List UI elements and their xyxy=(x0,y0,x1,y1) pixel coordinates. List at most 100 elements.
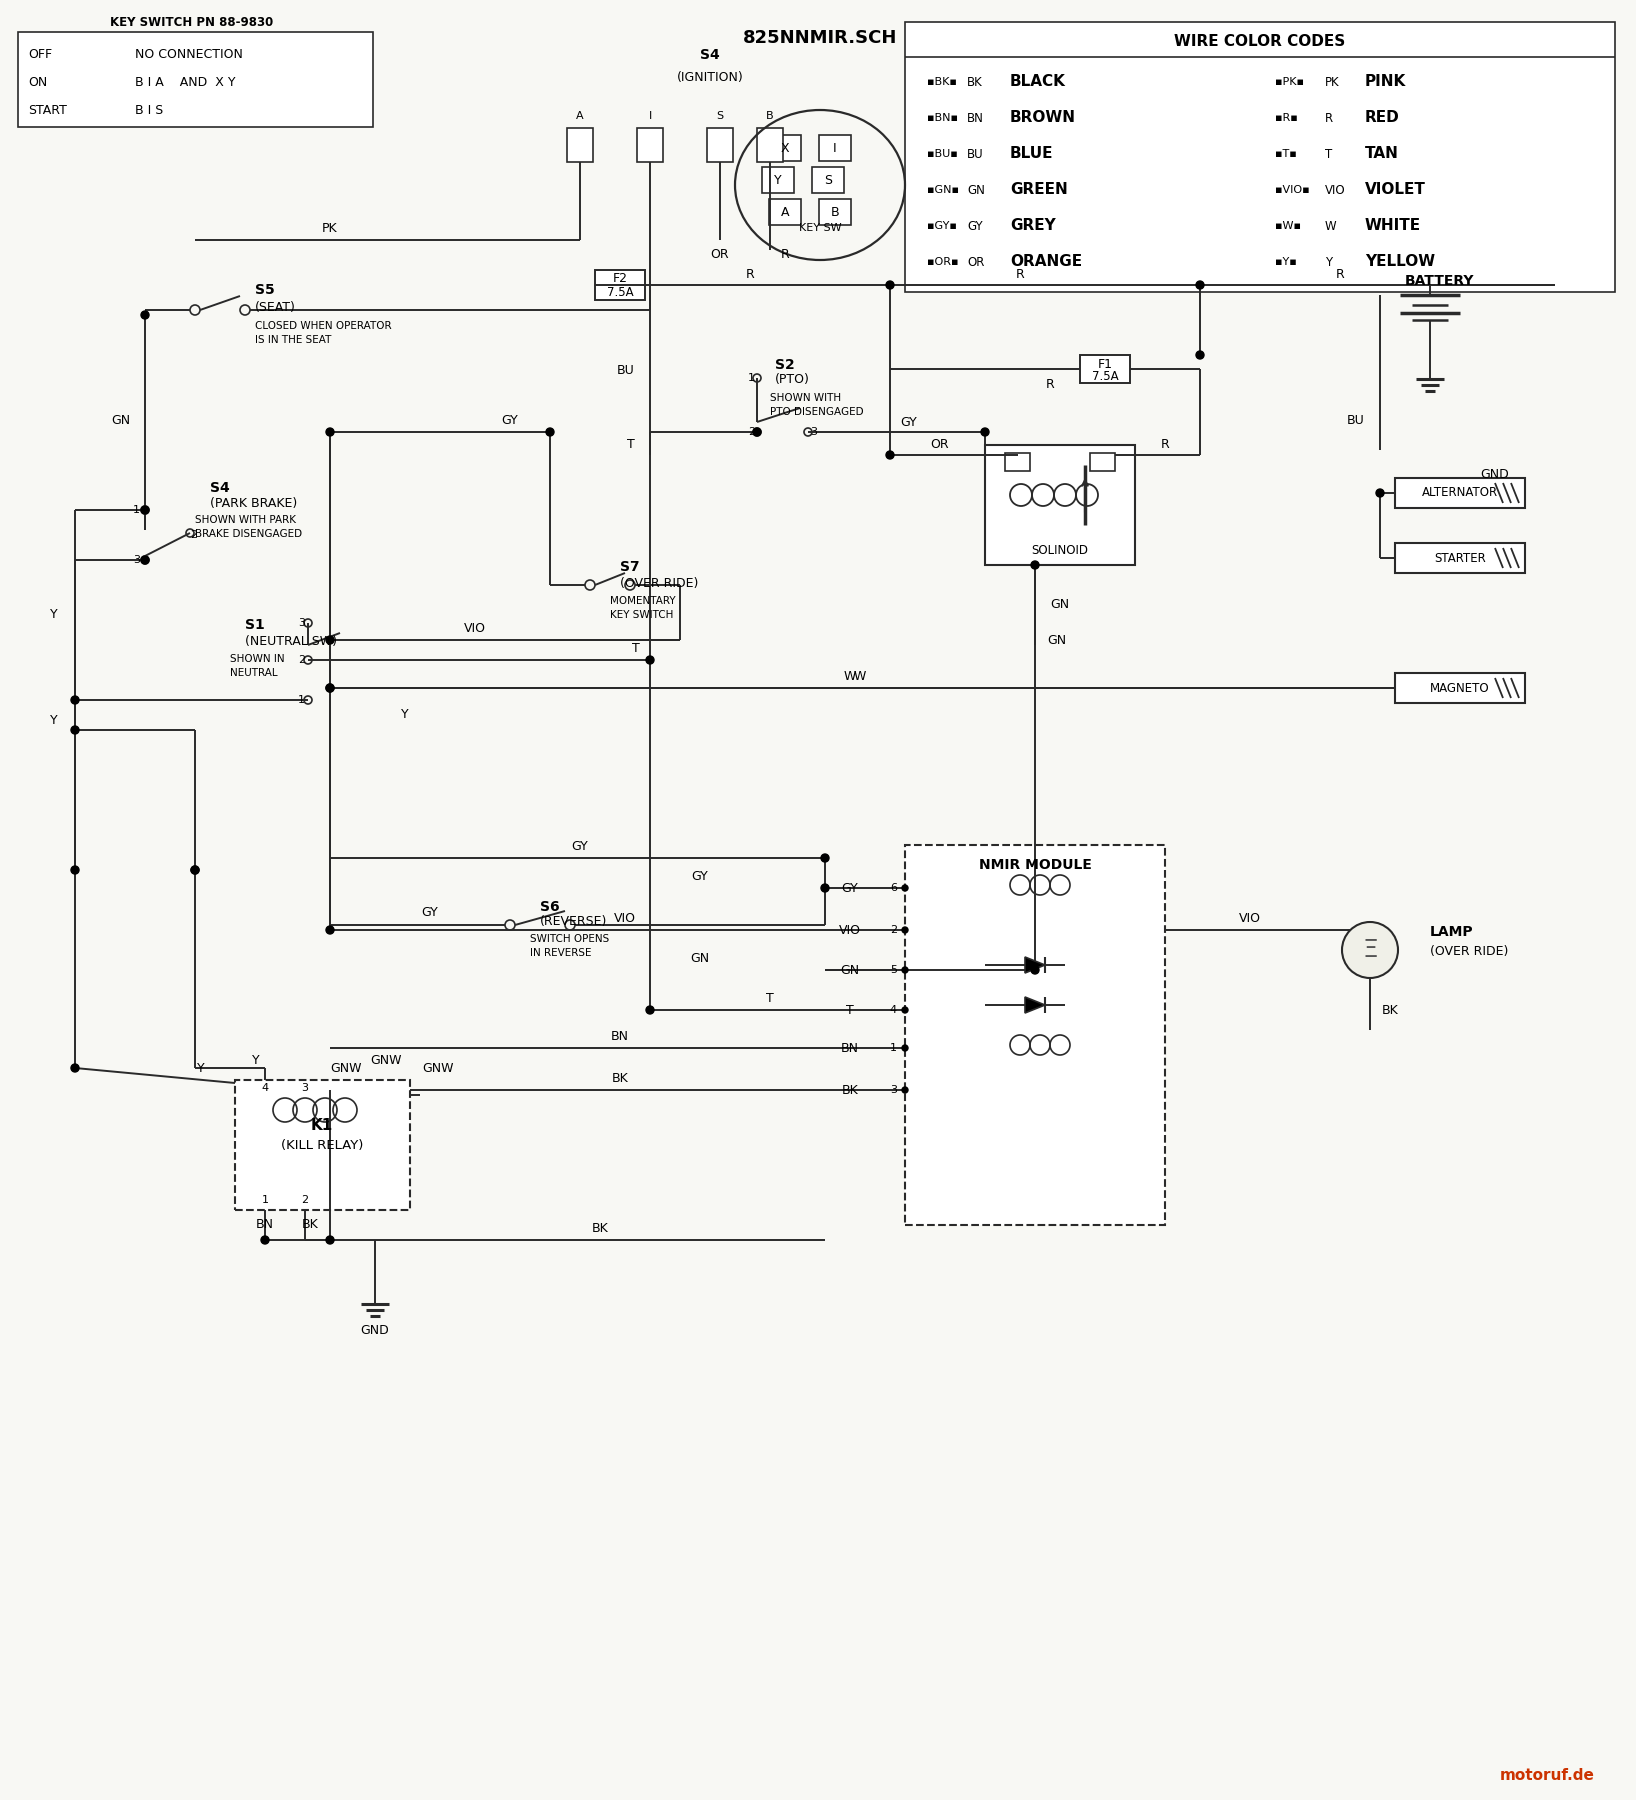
Text: motoruf.de: motoruf.de xyxy=(1500,1768,1595,1782)
Text: R: R xyxy=(1325,112,1333,124)
Text: BN: BN xyxy=(255,1219,273,1231)
Text: IS IN THE SEAT: IS IN THE SEAT xyxy=(255,335,332,346)
Text: 2: 2 xyxy=(298,655,304,664)
Text: Y: Y xyxy=(51,608,57,621)
Text: KEY SWITCH: KEY SWITCH xyxy=(610,610,674,619)
Text: VIO: VIO xyxy=(1325,184,1346,196)
Text: NMIR MODULE: NMIR MODULE xyxy=(978,859,1091,871)
Bar xyxy=(905,22,1615,292)
Text: K1: K1 xyxy=(311,1118,334,1132)
Text: ▪BU▪: ▪BU▪ xyxy=(928,149,957,158)
Text: Y: Y xyxy=(51,713,57,727)
Bar xyxy=(1396,479,1525,508)
Text: GNW: GNW xyxy=(422,1062,453,1075)
Text: SOLINOID: SOLINOID xyxy=(1032,544,1088,558)
Text: S6: S6 xyxy=(540,900,560,914)
Text: 3: 3 xyxy=(890,1085,897,1094)
Text: S4: S4 xyxy=(700,49,720,61)
Text: T: T xyxy=(631,641,640,655)
Text: S5: S5 xyxy=(255,283,275,297)
Text: BN: BN xyxy=(841,1042,859,1055)
Bar xyxy=(1005,454,1031,472)
Circle shape xyxy=(646,655,654,664)
Text: IN REVERSE: IN REVERSE xyxy=(530,949,592,958)
Text: BU: BU xyxy=(967,148,983,160)
Text: OFF: OFF xyxy=(28,49,52,61)
Text: W: W xyxy=(854,671,865,684)
Circle shape xyxy=(326,428,334,436)
Text: WHITE: WHITE xyxy=(1364,218,1422,234)
Text: X: X xyxy=(780,142,789,155)
Text: ▪GY▪: ▪GY▪ xyxy=(928,221,957,230)
Text: T: T xyxy=(766,992,774,1004)
Bar xyxy=(707,128,733,162)
Text: VIO: VIO xyxy=(1238,911,1261,925)
Text: VIO: VIO xyxy=(614,911,636,925)
Text: (IGNITION): (IGNITION) xyxy=(677,72,743,85)
Circle shape xyxy=(546,428,555,436)
Circle shape xyxy=(326,635,334,644)
Text: BK: BK xyxy=(967,76,983,88)
Text: PTO DISENGAGED: PTO DISENGAGED xyxy=(771,407,864,418)
Circle shape xyxy=(191,866,200,875)
Text: GND: GND xyxy=(1481,468,1508,481)
Text: BRAKE DISENGAGED: BRAKE DISENGAGED xyxy=(195,529,303,538)
Text: A: A xyxy=(576,112,584,121)
Circle shape xyxy=(982,428,990,436)
Circle shape xyxy=(141,311,149,319)
Circle shape xyxy=(753,428,761,436)
Text: T: T xyxy=(846,1004,854,1017)
Text: RED: RED xyxy=(1364,110,1400,126)
Circle shape xyxy=(821,884,829,893)
Text: (OVER RIDE): (OVER RIDE) xyxy=(620,576,699,590)
Text: R: R xyxy=(746,268,754,281)
Circle shape xyxy=(901,927,908,932)
Text: B: B xyxy=(766,112,774,121)
Circle shape xyxy=(326,1237,334,1244)
Circle shape xyxy=(887,281,893,290)
Bar xyxy=(811,167,844,193)
Circle shape xyxy=(70,725,79,734)
Circle shape xyxy=(141,506,149,515)
Text: Ξ: Ξ xyxy=(1363,938,1378,961)
Text: 6: 6 xyxy=(890,884,897,893)
Text: 2: 2 xyxy=(890,925,897,934)
Text: 3: 3 xyxy=(133,554,141,565)
Text: BK: BK xyxy=(1382,1004,1399,1017)
Circle shape xyxy=(326,925,334,934)
Text: VIOLET: VIOLET xyxy=(1364,182,1427,198)
Circle shape xyxy=(821,853,829,862)
Bar xyxy=(820,200,851,225)
Bar xyxy=(985,445,1135,565)
Text: W: W xyxy=(1325,220,1337,232)
Bar xyxy=(1396,673,1525,704)
Text: W: W xyxy=(844,671,856,684)
Text: I: I xyxy=(648,112,651,121)
Circle shape xyxy=(326,684,334,691)
Circle shape xyxy=(141,556,149,563)
Circle shape xyxy=(191,866,200,875)
Text: TAN: TAN xyxy=(1364,146,1399,162)
Text: BK: BK xyxy=(592,1222,609,1235)
Text: GNW: GNW xyxy=(370,1053,401,1066)
Text: Y: Y xyxy=(198,1062,204,1075)
Text: NO CONNECTION: NO CONNECTION xyxy=(136,49,242,61)
Text: ▪PK▪: ▪PK▪ xyxy=(1274,77,1304,86)
Text: NEUTRAL: NEUTRAL xyxy=(231,668,278,679)
Text: ▪T▪: ▪T▪ xyxy=(1274,149,1297,158)
Text: R: R xyxy=(1045,378,1054,392)
Text: KEY SWITCH PN 88-9830: KEY SWITCH PN 88-9830 xyxy=(110,16,273,29)
Text: OR: OR xyxy=(967,256,985,268)
Text: GN: GN xyxy=(1050,598,1068,612)
Text: OR: OR xyxy=(931,439,949,452)
Text: LAMP: LAMP xyxy=(1430,925,1474,940)
Circle shape xyxy=(901,1006,908,1013)
Text: VIO: VIO xyxy=(839,923,861,936)
Text: START: START xyxy=(28,104,67,117)
Text: GY: GY xyxy=(502,414,519,427)
Text: 2: 2 xyxy=(748,427,754,437)
Circle shape xyxy=(1196,351,1204,358)
Text: BATTERY: BATTERY xyxy=(1405,274,1474,288)
Text: PINK: PINK xyxy=(1364,74,1407,90)
Text: BK: BK xyxy=(301,1219,319,1231)
